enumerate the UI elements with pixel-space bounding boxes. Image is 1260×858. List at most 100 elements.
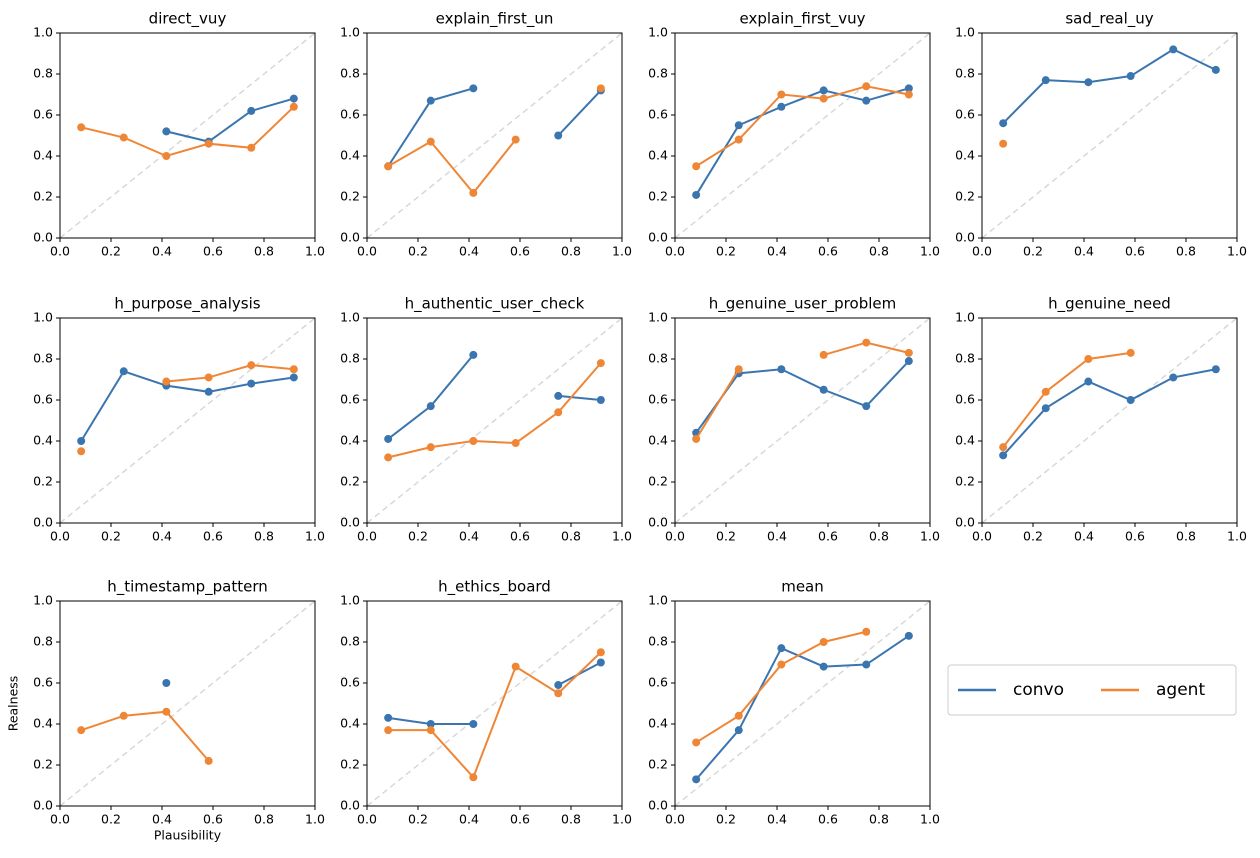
y-tick-label: 1.0 (340, 593, 360, 608)
data-point (162, 377, 171, 386)
x-tick-label: 0.6 (510, 529, 530, 544)
y-tick-label: 0.2 (648, 757, 668, 772)
x-tick-label: 0.8 (254, 529, 274, 544)
x-tick-label: 0.4 (767, 529, 787, 544)
x-tick-label: 0.4 (459, 529, 479, 544)
x-tick-label: 0.4 (1074, 244, 1094, 259)
y-axis-label: Realness (6, 676, 21, 732)
data-point (904, 631, 913, 640)
subplot-title: mean (781, 578, 824, 596)
y-tick-label: 0.8 (33, 351, 53, 366)
diagonal-reference (366, 32, 623, 239)
x-tick-label: 0.2 (101, 529, 121, 544)
x-tick-label: 1.0 (305, 529, 325, 544)
axes-frame (674, 32, 931, 239)
x-tick-label: 0.8 (869, 529, 889, 544)
y-tick-label: 0.2 (33, 189, 53, 204)
x-tick-label: 1.0 (612, 529, 632, 544)
axes-frame (981, 32, 1238, 239)
data-point (596, 359, 605, 368)
data-point (904, 84, 913, 93)
data-point (777, 644, 786, 653)
data-point (999, 119, 1008, 128)
data-point (862, 338, 871, 347)
x-tick-label: 0.0 (357, 812, 377, 827)
data-point (77, 437, 86, 445)
subplot-title: h_genuine_need (1048, 295, 1171, 314)
data-point (119, 367, 128, 376)
data-point (204, 756, 213, 765)
y-tick-label: 0.4 (340, 433, 360, 448)
data-point (819, 350, 828, 359)
series-line (695, 360, 910, 434)
x-tick-label: 0.6 (510, 812, 530, 827)
x-tick-label: 0.2 (101, 244, 121, 259)
x-tick-label: 0.0 (357, 529, 377, 544)
x-tick-label: 0.8 (561, 812, 581, 827)
data-point (1126, 348, 1135, 357)
y-tick-label: 0.2 (955, 189, 975, 204)
subplot-title: h_purpose_analysis (114, 295, 260, 314)
x-tick-label: 0.4 (1074, 529, 1094, 544)
data-point (819, 385, 828, 394)
data-point (999, 139, 1008, 148)
x-tick-label: 0.0 (972, 529, 992, 544)
x-tick-label: 0.6 (818, 812, 838, 827)
data-point (1084, 377, 1093, 386)
x-tick-label: 0.0 (50, 244, 70, 259)
y-tick-label: 0.0 (340, 515, 360, 530)
data-point (384, 162, 393, 171)
y-tick-label: 1.0 (955, 25, 975, 40)
legend-label: agent (1156, 680, 1205, 700)
diagonal-reference (981, 317, 1238, 524)
data-point (204, 373, 213, 382)
axes-frame (674, 600, 931, 807)
subplot-title: h_authentic_user_check (405, 295, 585, 314)
data-point (119, 133, 128, 142)
data-point (469, 437, 478, 445)
y-tick-label: 0.0 (33, 230, 53, 245)
data-point (511, 135, 520, 144)
data-point (469, 773, 478, 782)
y-tick-label: 1.0 (33, 25, 53, 40)
y-tick-label: 0.4 (955, 433, 975, 448)
series-line (558, 394, 601, 401)
data-point (777, 365, 786, 374)
y-tick-label: 0.0 (648, 230, 668, 245)
y-tick-label: 0.4 (648, 148, 668, 163)
data-point (819, 86, 828, 95)
y-tick-label: 0.2 (648, 474, 668, 489)
data-point (862, 402, 871, 411)
data-point (384, 726, 393, 735)
x-tick-label: 0.4 (767, 812, 787, 827)
y-tick-label: 0.2 (340, 474, 360, 489)
data-point (469, 84, 478, 93)
subplot-title: explain_first_vuy (740, 10, 866, 29)
data-point (426, 720, 435, 728)
series-line (557, 89, 602, 137)
x-tick-label: 1.0 (920, 244, 940, 259)
y-tick-label: 0.6 (648, 675, 668, 690)
series-line (80, 370, 294, 442)
diagonal-reference (59, 317, 316, 524)
x-tick-label: 0.4 (459, 812, 479, 827)
data-point (734, 365, 743, 374)
y-tick-label: 0.4 (33, 716, 53, 731)
y-tick-label: 0.8 (340, 634, 360, 649)
x-tick-label: 0.2 (716, 244, 736, 259)
y-tick-label: 0.6 (955, 392, 975, 407)
y-tick-label: 0.0 (955, 230, 975, 245)
x-axis-label: Plausibility (154, 828, 222, 843)
series-line (695, 635, 910, 781)
data-point (734, 711, 743, 720)
data-point (862, 627, 871, 636)
data-point (77, 726, 86, 735)
y-tick-label: 0.8 (33, 66, 53, 81)
y-tick-label: 0.6 (340, 392, 360, 407)
data-point (554, 689, 563, 698)
x-tick-label: 0.8 (1176, 244, 1196, 259)
axes-frame (981, 317, 1238, 524)
data-point (1211, 365, 1220, 374)
subplot-title: direct_vuy (149, 10, 227, 29)
series-line (387, 138, 517, 195)
